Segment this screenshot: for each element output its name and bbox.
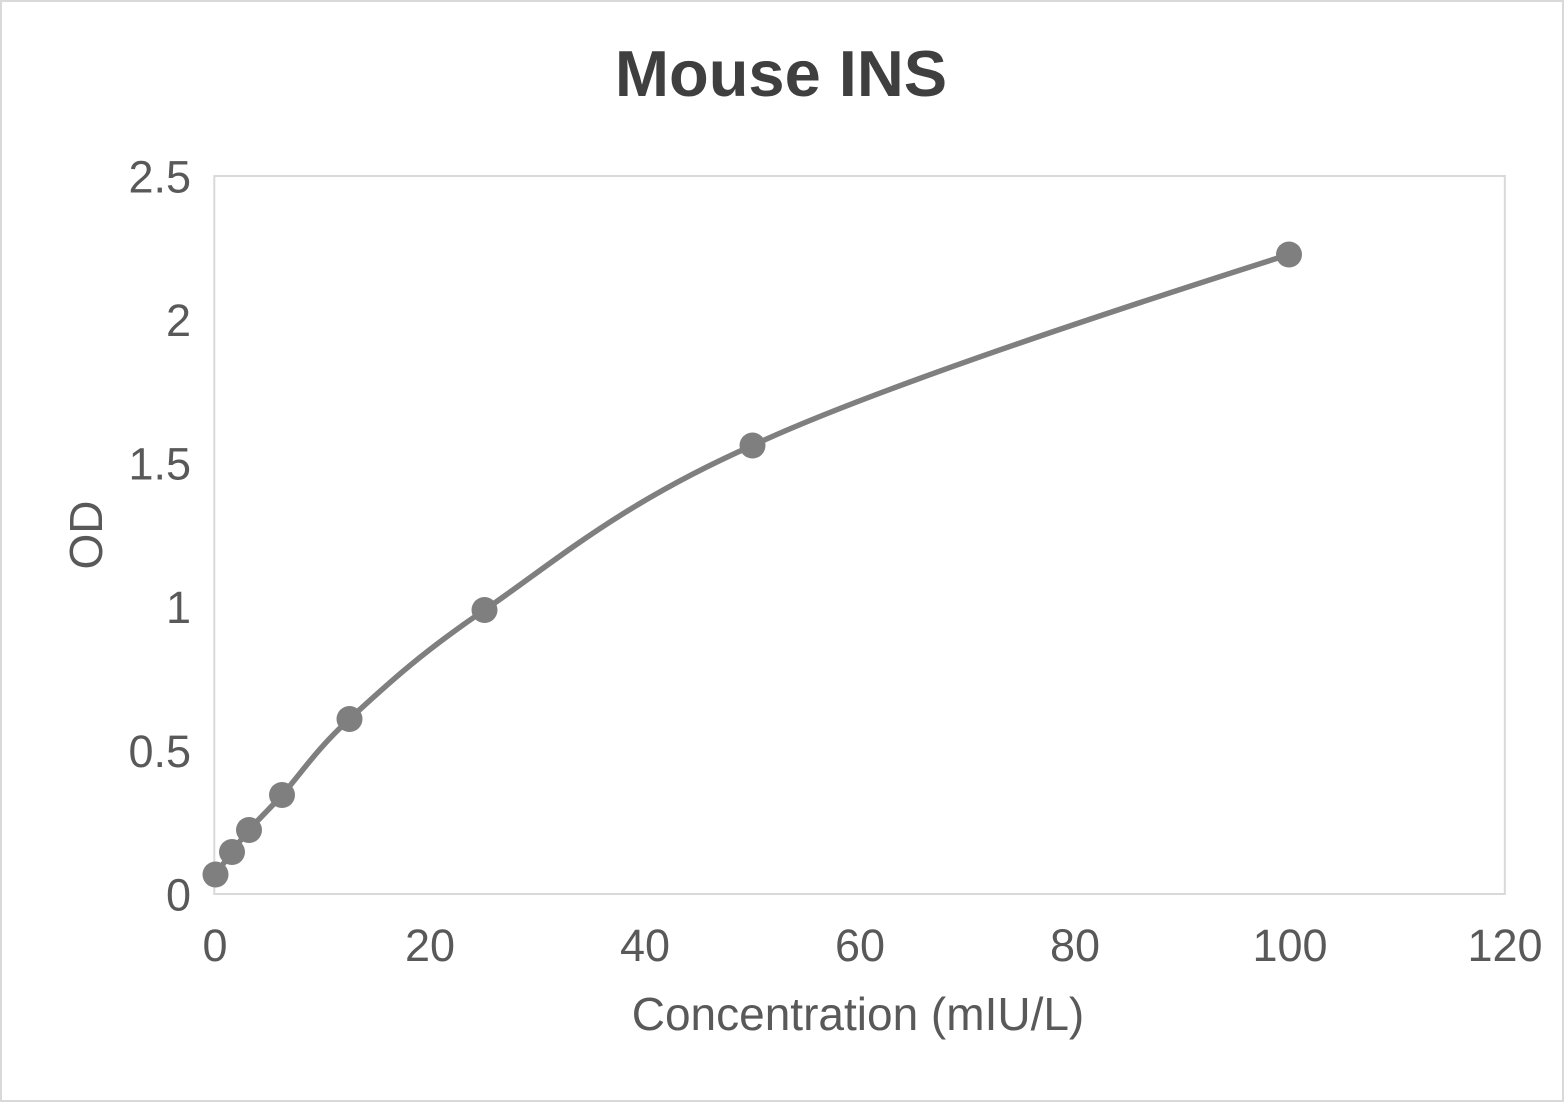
svg-text:1.5: 1.5 xyxy=(128,439,191,490)
svg-text:20: 20 xyxy=(405,920,455,971)
svg-text:2: 2 xyxy=(166,295,191,346)
svg-text:100: 100 xyxy=(1252,920,1327,971)
svg-text:0: 0 xyxy=(166,869,191,920)
svg-text:Concentration (mIU/L): Concentration (mIU/L) xyxy=(632,988,1085,1040)
svg-text:40: 40 xyxy=(620,920,670,971)
svg-text:1: 1 xyxy=(166,582,191,633)
svg-text:OD: OD xyxy=(60,501,112,570)
svg-text:0.5: 0.5 xyxy=(128,726,191,777)
svg-text:80: 80 xyxy=(1050,920,1100,971)
svg-text:60: 60 xyxy=(835,920,885,971)
svg-text:Mouse INS: Mouse INS xyxy=(615,37,947,110)
svg-text:120: 120 xyxy=(1467,920,1542,971)
svg-text:2.5: 2.5 xyxy=(128,151,191,202)
svg-text:0: 0 xyxy=(202,920,227,971)
